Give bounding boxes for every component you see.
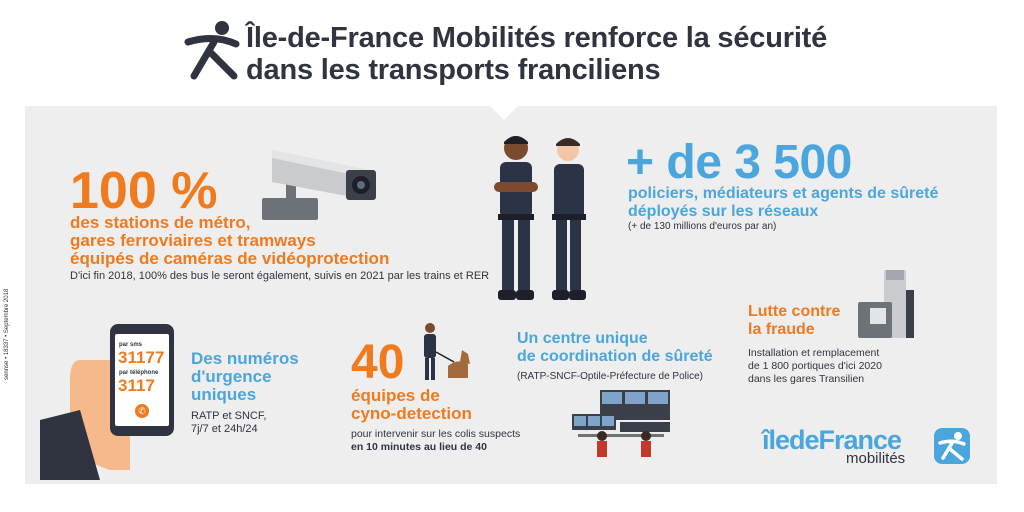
title-line-2: dans les transports franciliens [246, 54, 661, 86]
fraud-note-1: Installation et remplacement [748, 347, 880, 359]
control-room-illustration [572, 390, 670, 457]
fraud-note-3: dans les gares Transilien [748, 373, 865, 385]
dog-handler-icon [424, 323, 470, 380]
video-note: D'ici fin 2018, 100% des bus le seront é… [70, 270, 490, 282]
agents-line-2: déployés sur les réseaux [628, 203, 819, 220]
phone-illustration: par sms 31177 par téléphone 3117 ✆ [40, 320, 180, 480]
centre-note: (RATP-SNCF-Optile-Préfecture de Police) [517, 371, 703, 382]
video-line-1: des stations de métro, [70, 213, 251, 232]
security-camera-icon [262, 150, 376, 220]
fraud-line-1: Lutte contre [748, 303, 841, 320]
header: Île-de-France Mobilités renforce la sécu… [0, 0, 1024, 106]
phone-sms-label: par sms [119, 342, 143, 348]
emergency-line-2: d'urgence [191, 367, 272, 386]
cyno-line-1: équipes de [351, 386, 440, 405]
call-icon: ✆ [135, 404, 149, 418]
panel-notch [490, 106, 518, 120]
ticket-gate-icon [858, 270, 914, 338]
agents-line-1: policiers, médiateurs et agents de sûret… [628, 185, 939, 202]
brand-sub: mobilités [846, 450, 906, 467]
brand-logo-icon [934, 428, 970, 464]
vertical-credit: sennse • 18337 • Septembre 2018 [4, 288, 10, 380]
police-officers-illustration [494, 136, 586, 300]
phone-tel-label: par téléphone [119, 370, 159, 376]
cyno-line-2: cyno-detection [351, 404, 472, 423]
fraud-line-2: la fraude [748, 321, 815, 338]
emergency-line-3: uniques [191, 385, 257, 404]
title-line-1: Île-de-France Mobilités renforce la sécu… [246, 22, 828, 54]
emergency-line-1: Des numéros [191, 349, 299, 368]
phone-tel-number: 3117 [118, 376, 155, 395]
agents-note: (+ de 130 millions d'euros par an) [628, 221, 777, 232]
cyno-note-2: en 10 minutes au lieu de 40 [351, 441, 487, 453]
centre-line-2: de coordination de sûreté [517, 348, 713, 365]
video-line-3: équipés de caméras de vidéoprotection [70, 249, 390, 268]
brand-name: îledeFrance [762, 425, 902, 455]
phone-screen: par sms 31177 par téléphone 3117 ✆ [115, 334, 169, 426]
emergency-note-1: RATP et SNCF, [191, 410, 267, 422]
cyno-note-1: pour intervenir sur les colis suspects [351, 428, 521, 440]
phone-sms-number: 31177 [118, 348, 165, 367]
page-title: Île-de-France Mobilités renforce la sécu… [246, 22, 827, 86]
emergency-note-2: 7j/7 et 24h/24 [191, 423, 258, 435]
phone-body: par sms 31177 par téléphone 3117 ✆ [110, 324, 174, 436]
video-percent: 100 % [70, 162, 218, 220]
centre-line-1: Un centre unique [517, 330, 648, 347]
idfm-logo-icon [184, 21, 240, 80]
video-line-2: gares ferroviaires et tramways [70, 231, 316, 250]
cyno-number: 40 [351, 336, 405, 389]
fraud-note-2: de 1 800 portiques d'ici 2020 [748, 360, 882, 372]
agents-count: + de 3 500 [626, 136, 852, 189]
